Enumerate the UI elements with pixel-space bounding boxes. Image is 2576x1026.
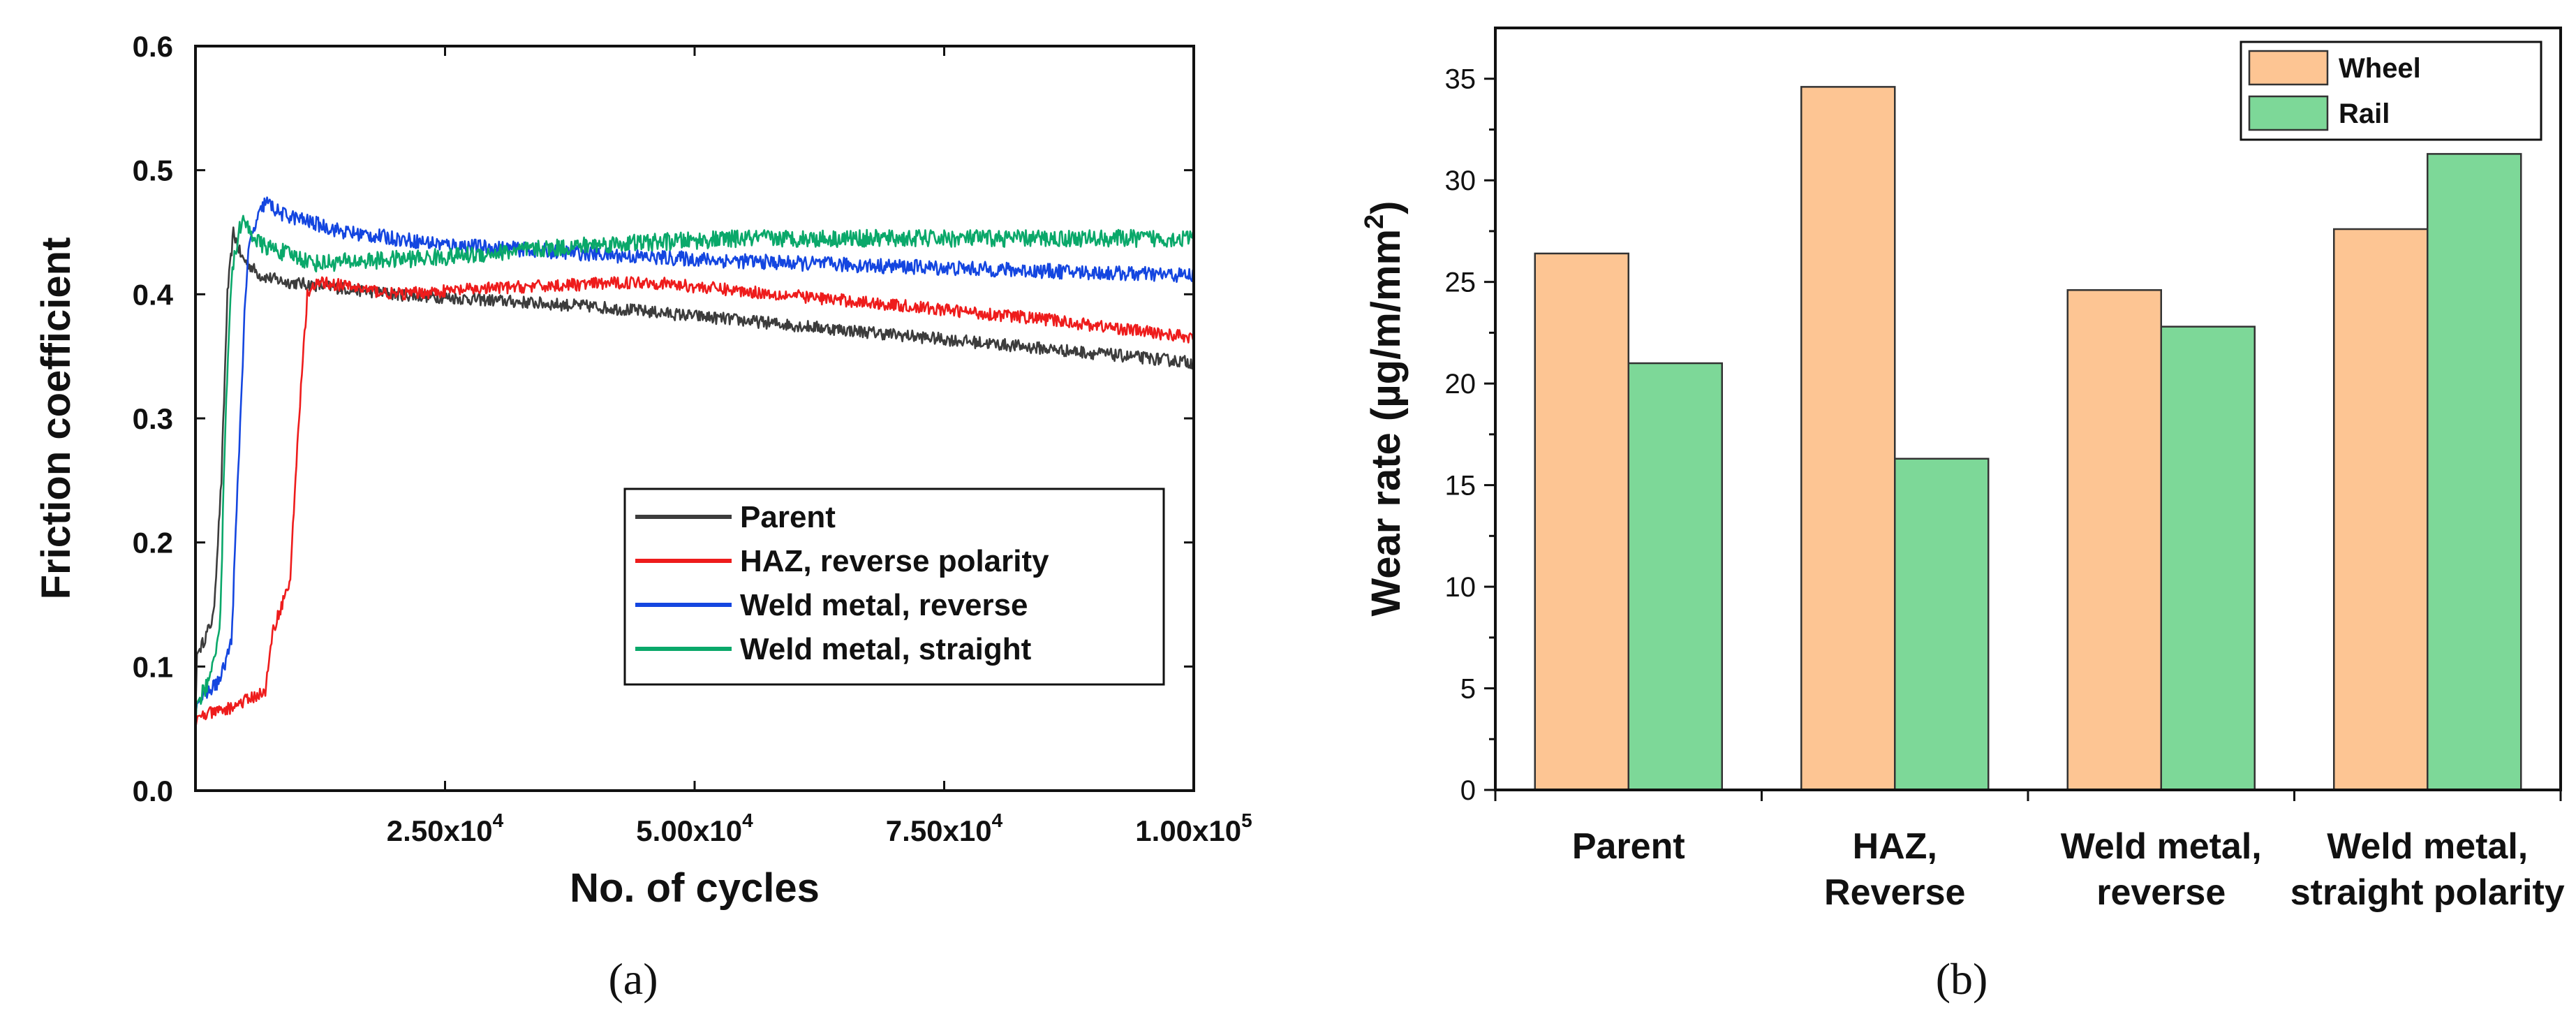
wear-category-label: Weld metal, — [2061, 826, 2262, 867]
wear-plot-frame — [1494, 27, 2562, 791]
wear-y-tick-label: 30 — [1445, 166, 1476, 196]
friction-legend-label: Weld metal, straight — [740, 632, 1032, 666]
wear-category-label: straight polarity — [2290, 872, 2565, 913]
friction-y-tick-labels: 0.0 0.1 0.2 0.3 0.4 0.5 0.6 — [133, 30, 174, 807]
friction-x-tick-label: 7.50x104 — [886, 809, 1003, 847]
wear-category-label: reverse — [2096, 872, 2226, 913]
wear-y-tick-label: 15 — [1445, 471, 1476, 501]
friction-legend: Parent HAZ, reverse polarity Weld metal, r… — [623, 488, 1165, 686]
friction-y-tick-label: 0.4 — [133, 278, 174, 311]
wear-legend-swatch — [2248, 50, 2329, 86]
friction-legend-label: Weld metal, reverse — [740, 588, 1028, 622]
friction-x-tick-label: 2.50x104 — [387, 809, 504, 847]
wear-y-title-main: Wear rate ( — [1363, 407, 1409, 616]
tick-exponent: 4 — [992, 809, 1003, 831]
tick-mantissa: 2.50x10 — [387, 814, 493, 847]
friction-x-axis-title: No. of cycles — [570, 865, 820, 911]
friction-series-lines — [194, 196, 1195, 741]
friction-legend-label: HAZ, reverse polarity — [740, 544, 1049, 578]
friction-series-line-3 — [194, 276, 1195, 729]
tick-mantissa: 7.50x10 — [886, 814, 992, 847]
friction-x-tick-label: 1.00x105 — [1135, 809, 1252, 847]
friction-y-tick-label: 0.2 — [133, 527, 173, 559]
wear-legend-swatch — [2248, 95, 2329, 131]
friction-y-tick-label: 0.5 — [133, 154, 173, 187]
wear-category-label: Reverse — [1824, 872, 1965, 913]
friction-y-tick-label: 0.0 — [133, 775, 173, 807]
friction-y-tick-label: 0.1 — [133, 650, 173, 683]
wear-legend: Wheel Rail — [2240, 41, 2542, 141]
wear-category-label: HAZ, — [1853, 826, 1937, 867]
friction-series-line-1 — [194, 196, 1195, 717]
tick-mantissa: 5.00x10 — [636, 814, 742, 847]
wear-y-tick-label: 0 — [1460, 775, 1476, 806]
wear-y-tick-label: 5 — [1460, 674, 1476, 705]
wear-category-label: Parent — [1572, 826, 1685, 867]
wear-y-tick-label: 25 — [1445, 268, 1476, 298]
friction-series-line-0 — [194, 226, 1195, 717]
wear-bar-rail — [2160, 325, 2256, 791]
wear-y-tick-labels: 0 5 10 15 20 25 30 35 — [1445, 64, 1476, 806]
wear-x-category-labels: Parent HAZ, Reverse Weld metal, reverse Weld … — [1572, 826, 2565, 913]
wear-bar-wheel — [1534, 252, 1629, 791]
wear-y-axis-title: Wear rate (µg/m/mm2) — [1360, 201, 1409, 617]
wear-rate-chart: 0 5 10 15 20 25 30 35 Parent HAZ, Reverse Weld met… — [1360, 27, 2565, 1004]
tick-exponent: 4 — [742, 809, 753, 831]
friction-x-tick-label: 5.00x104 — [636, 809, 753, 847]
panel-a-label: (a) — [608, 954, 658, 1004]
wear-bars — [1534, 86, 2522, 791]
friction-y-axis-title: Friction coefficient — [34, 237, 79, 600]
wear-bar-rail — [1894, 457, 1990, 791]
friction-legend-box — [623, 488, 1165, 686]
wear-bar-wheel — [2066, 289, 2162, 791]
wear-y-tick-label: 10 — [1445, 572, 1476, 603]
wear-y-tick-label: 20 — [1445, 369, 1476, 400]
wear-y-title-exp: 2 — [1360, 214, 1389, 229]
friction-x-tick-labels: 2.50x104 5.00x104 7.50x104 1.00x105 — [387, 809, 1252, 847]
friction-plot-frame — [194, 45, 1195, 792]
friction-y-tick-label: 0.3 — [133, 402, 173, 435]
wear-y-title-unit: µg/m/mm — [1363, 229, 1409, 408]
wear-bar-wheel — [2333, 228, 2429, 791]
wear-bar-wheel — [1800, 86, 1896, 791]
wear-legend-label: Rail — [2339, 98, 2390, 129]
panel-b-label: (b) — [1936, 954, 1988, 1004]
tick-exponent: 5 — [1241, 809, 1252, 831]
wear-category-label: Weld metal, — [2327, 826, 2528, 867]
friction-series-line-2 — [194, 214, 1195, 741]
tick-exponent: 4 — [493, 809, 504, 831]
friction-y-tick-label: 0.6 — [133, 30, 173, 63]
wear-bar-rail — [1627, 362, 1723, 791]
wear-y-title-close: ) — [1363, 201, 1409, 214]
friction-chart: 2.50x104 5.00x104 7.50x104 1.00x105 0.00.10… — [34, 30, 1252, 1004]
wear-y-tick-label: 35 — [1445, 64, 1476, 95]
wear-bar-rail — [2427, 153, 2522, 791]
wear-legend-label: Wheel — [2339, 53, 2421, 84]
friction-legend-label: Parent — [740, 500, 836, 534]
tick-mantissa: 1.00x10 — [1135, 814, 1241, 847]
